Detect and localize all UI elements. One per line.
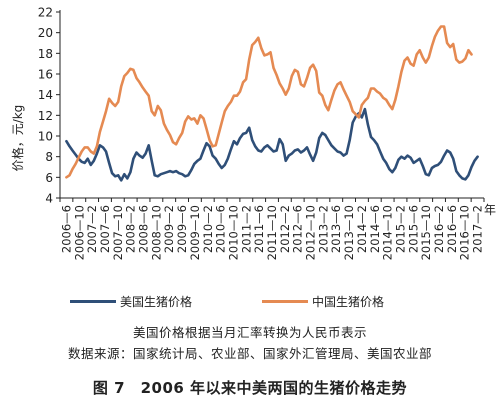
x-tick-label: 2017—2: [471, 205, 485, 253]
y-tick-label: 6: [45, 171, 53, 185]
x-tick-label: 2012—10: [304, 205, 318, 260]
x-tick-label: 2015—6: [406, 205, 420, 253]
legend-swatch-us: [70, 300, 116, 303]
x-tick-label: 2016—2: [432, 205, 446, 253]
x-tick-label: 2009—2: [162, 205, 176, 253]
x-tick-label: 2007—2: [85, 205, 99, 253]
x-tick-label: 2008—10: [149, 205, 163, 260]
x-tick-label: 2008—2: [124, 205, 138, 253]
legend-label-us: 美国生猪价格: [120, 295, 193, 309]
x-tick-label: 2007—6: [98, 205, 112, 253]
x-tick-label: 2015—10: [419, 205, 433, 260]
x-tick-label: 2010—6: [214, 205, 228, 253]
x-tick-label: 2016—10: [458, 205, 472, 260]
x-tick-label: 2014—2: [355, 205, 369, 253]
y-tick-label: 20: [38, 26, 53, 40]
y-axis-label: 价格，元/kg: [10, 105, 25, 172]
y-tick-label: 4: [45, 192, 53, 206]
x-tick-label: 2009—6: [175, 205, 189, 253]
x-tick-label: 2014—10: [381, 205, 395, 260]
x-tick-label: 2013—10: [342, 205, 356, 260]
x-tick-label: 2016—6: [445, 205, 459, 253]
y-tick-label: 16: [38, 68, 53, 82]
legend-label-cn: 中国生猪价格: [312, 295, 385, 309]
series-line-us: [65, 107, 479, 182]
x-tick-label: 2015—2: [393, 205, 407, 253]
x-tick-label: 2012—6: [291, 205, 305, 253]
x-tick-label: 2012—2: [278, 205, 292, 253]
x-axis: 2006—62006—102007—22007—62007—102008—220…: [59, 197, 485, 260]
x-tick-label: 2009—10: [188, 205, 202, 260]
x-tick-label: 2014—6: [368, 205, 382, 253]
figure-caption: 图 7 2006 年以来中美两国的生猪价格走势: [92, 379, 408, 397]
legend-swatch-cn: [262, 300, 308, 303]
y-tick-label: 14: [38, 88, 53, 102]
x-tick-label: 2011—6: [252, 205, 266, 253]
series-line-cn: [65, 25, 473, 179]
x-tick-label: 2011—2: [239, 205, 253, 253]
y-tick-label: 22: [38, 6, 53, 20]
y-tick-label: 18: [38, 47, 53, 61]
x-tick-label: 2008—6: [137, 205, 151, 253]
x-tick-label: 2013—6: [329, 205, 343, 253]
x-tick-label: 2013—2: [316, 205, 330, 253]
x-tick-label: 2006—10: [72, 205, 86, 260]
y-axis: 4 6 8 10 12 14 16 18 20 22: [38, 6, 61, 206]
x-axis-unit-label: 年: [484, 203, 496, 217]
y-tick-label: 10: [38, 130, 53, 144]
source-note: 数据来源：国家统计局、农业部、国家外汇管理局、美国农业部: [67, 346, 432, 361]
conversion-note: 美国价格根据当月汇率转换为人民币表示: [132, 325, 367, 340]
legend-item-us: 美国生猪价格: [70, 293, 192, 310]
y-tick-label: 12: [38, 109, 53, 123]
x-tick-label: 2007—10: [111, 205, 125, 260]
series-lines: [65, 25, 479, 182]
chart-legend: 美国生猪价格 中国生猪价格: [0, 293, 500, 311]
x-tick-label: 2010—2: [201, 205, 215, 253]
x-tick-label: 2011—10: [265, 205, 279, 260]
y-tick-label: 8: [45, 150, 53, 164]
x-tick-label: 2006—6: [59, 205, 73, 253]
legend-item-cn: 中国生猪价格: [262, 293, 384, 310]
x-tick-label: 2010—10: [226, 205, 240, 260]
